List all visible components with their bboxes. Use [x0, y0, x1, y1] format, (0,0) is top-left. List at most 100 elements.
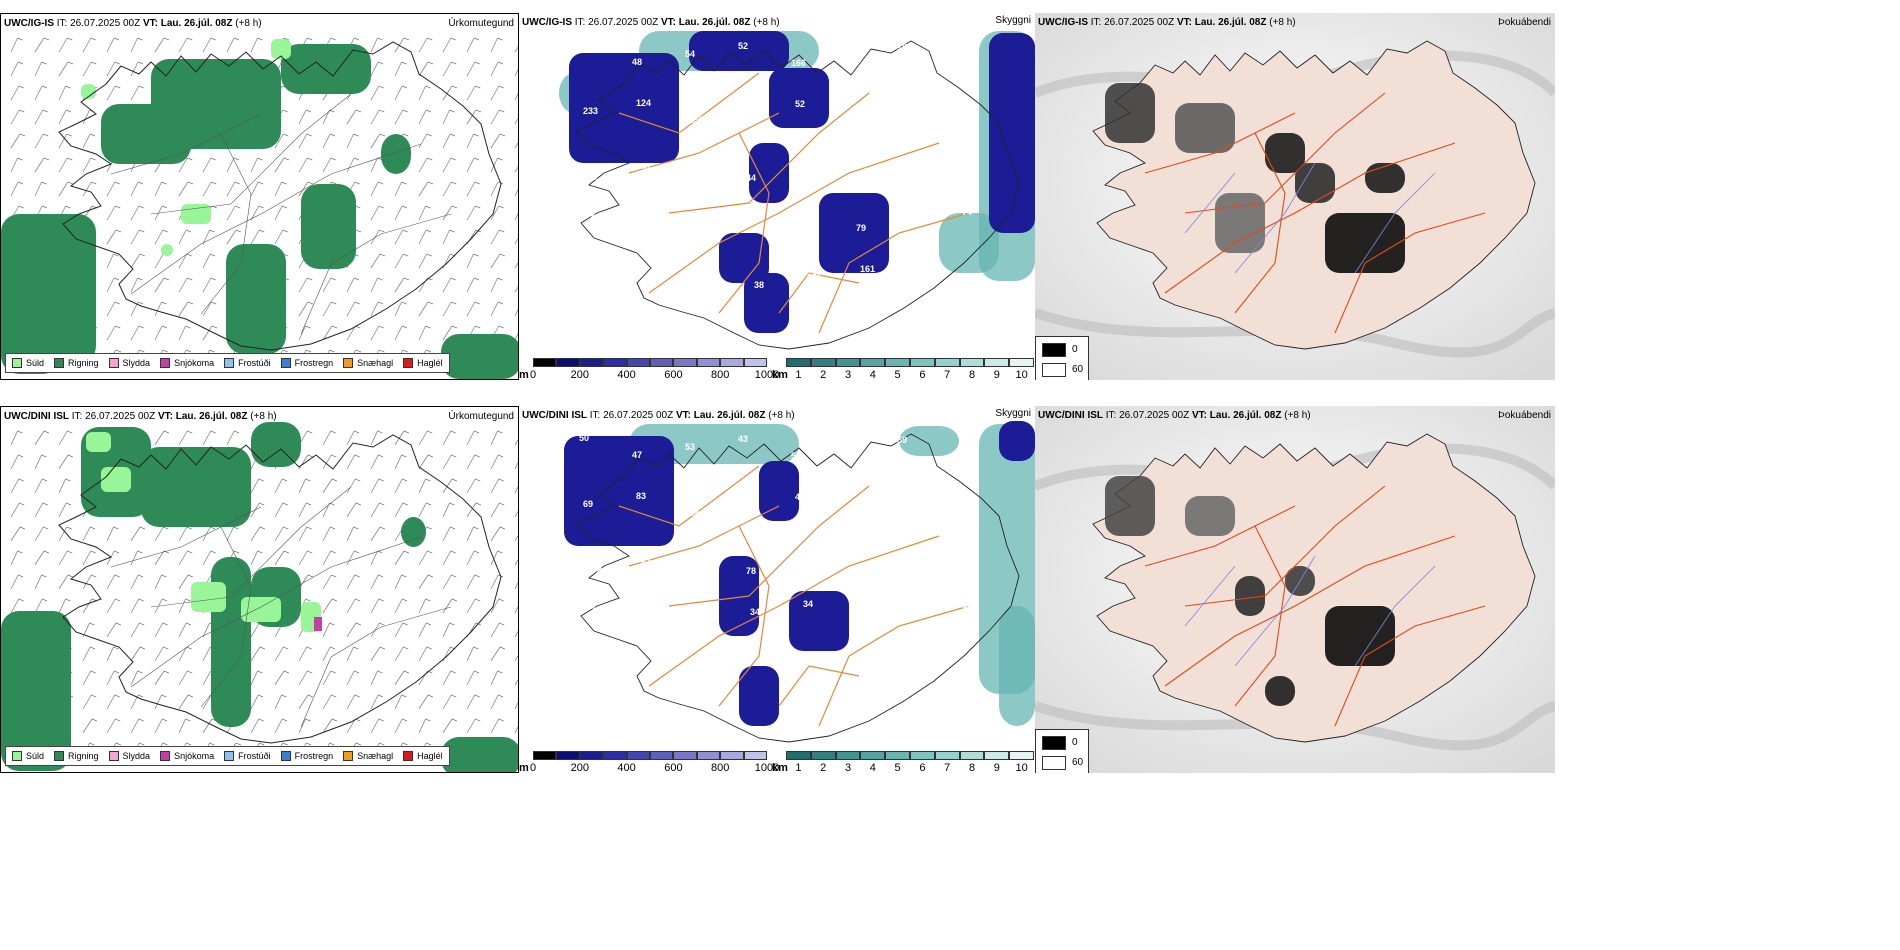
cloud-base-label: 83 — [636, 491, 646, 501]
cloud-base-label: 40 — [701, 263, 711, 273]
legend-label: Frostregn — [294, 358, 334, 368]
cloud-base-label: 16 — [644, 205, 654, 215]
cloud-base-label: 84 — [591, 213, 601, 223]
cloud-base-label: 78 — [746, 566, 756, 576]
visibility-colorbar: km 1 2 3 4 5 6 7 8 9 10 — [772, 358, 1034, 380]
colorbar-segment — [626, 751, 650, 760]
colorbar-segment — [860, 358, 886, 367]
cloud-base-label: 262 — [848, 509, 863, 519]
colorbar-segment — [786, 751, 811, 760]
legend-swatch — [224, 751, 235, 761]
panel-title: Skyggni — [995, 408, 1031, 419]
cloud-base-label: 227 — [844, 50, 859, 60]
legend-label: Snjókoma — [174, 358, 215, 368]
cloud-base-label: 50 — [579, 433, 589, 443]
colorbar-tick: 600 — [664, 369, 683, 380]
colorbar-tick: 800 — [711, 369, 730, 380]
cloud-base-label: 228 — [954, 493, 969, 503]
panel-header: UWC/DINI ISL IT: 26.07.2025 00Z VT: Lau.… — [1038, 410, 1311, 421]
colorbar-segment — [626, 358, 650, 367]
colorbar-segment — [556, 751, 580, 760]
cloud-base-label: 159 — [689, 115, 704, 125]
colorbar-segment — [959, 358, 985, 367]
fog-legend-high-swatch — [1042, 343, 1066, 357]
colorbar-segment — [673, 358, 697, 367]
precip-map — [1, 422, 518, 772]
fog-legend-low-swatch — [1042, 756, 1066, 770]
legend-swatch — [280, 751, 291, 761]
cloud-base-label: 48 — [632, 57, 642, 67]
cloud-base-label: 54 — [685, 49, 695, 59]
legend-swatch — [403, 358, 414, 368]
legend-swatch — [280, 358, 291, 368]
legend-item: Súld — [12, 751, 44, 761]
legend-label: Súld — [26, 751, 45, 761]
colorbar-tick: 4 — [869, 762, 876, 773]
legend-swatch — [54, 358, 65, 368]
visibility-map: 50 47 53 43 58 81 59 50 69 83 42 45 44 262 243 228 178 92… — [564, 421, 1035, 743]
fog-legend: 0 60 — [1035, 729, 1089, 773]
colorbar-tick: 2 — [820, 369, 827, 380]
cloud-base-label: 43 — [738, 434, 748, 444]
cloud-base-label: 92 — [640, 557, 650, 567]
cloud-base-label: 44 — [795, 492, 805, 502]
legend-label: Snæhagl — [357, 751, 394, 761]
colorbar-segment — [984, 751, 1010, 760]
legend-label: Rigning — [68, 358, 99, 368]
legend-label: Frostúði — [238, 358, 271, 368]
colorbar-tick: 7 — [944, 762, 951, 773]
panel-header: UWC/IG-IS IT: 26.07.2025 00Z VT: Lau. 26… — [1038, 17, 1296, 28]
cloud-base-label: 59 — [640, 164, 650, 174]
colorbar-unit: km — [772, 369, 788, 380]
cloud-base-label: 169 — [950, 59, 965, 69]
cloud-base-label: 59 — [897, 435, 907, 445]
colorbar-tick: 3 — [844, 369, 852, 380]
legend-item: Frostúði — [224, 358, 271, 368]
fog-legend-low-swatch — [1042, 363, 1066, 377]
colorbar-segment — [533, 358, 557, 367]
legend-item: Haglél — [403, 751, 443, 761]
colorbar-tick: 400 — [617, 762, 636, 773]
colorbar-segment — [934, 358, 960, 367]
cloud-base-label: 51 — [697, 222, 707, 232]
legend-item: Rigning — [54, 751, 99, 761]
legend-swatch — [160, 751, 171, 761]
legend-swatch — [343, 751, 354, 761]
legend-label: Slydda — [122, 751, 151, 761]
colorbar-tick: 1 — [795, 369, 802, 380]
visibility-panel-dini: UWC/DINI ISL IT: 26.07.2025 00Z VT: Lau.… — [519, 406, 1035, 773]
precip-type-panel-igis: UWC/IG-IS IT: 26.07.2025 00Z VT: Lau. 26… — [0, 13, 519, 380]
colorbar-tick: 8 — [968, 762, 976, 773]
cloud-base-label: 38 — [754, 280, 764, 290]
colorbar-tick: 0 — [529, 369, 537, 380]
colorbar-segment — [1009, 358, 1034, 367]
fog-legend-high-swatch — [1042, 736, 1066, 750]
legend-swatch — [12, 358, 22, 368]
panel-header: UWC/IG-IS IT: 26.07.2025 00Z VT: Lau. 26… — [4, 18, 262, 29]
legend-item: Snjókoma — [160, 751, 214, 761]
cloud-base-label: 34 — [595, 279, 605, 289]
colorbar-tick: 5 — [894, 762, 901, 773]
colorbar-segment — [835, 751, 861, 760]
cloud-base-label: 243 — [901, 501, 916, 511]
colorbar-tick: 8 — [968, 369, 976, 380]
cloud-base-label: 41 — [742, 107, 752, 117]
colorbar-tick: 800 — [711, 762, 730, 773]
cloud-base-label: 96 — [905, 174, 915, 184]
colorbar-tick: 4 — [869, 369, 876, 380]
colorbar-tick: 10 — [1015, 762, 1028, 773]
colorbar-segment — [720, 751, 744, 760]
cloud-base-label: 34 — [803, 599, 813, 609]
colorbar-segment — [934, 751, 960, 760]
colorbar-segment — [579, 358, 604, 367]
cloudbase-colorbar: m 0 200 400 600 800 1000 — [519, 751, 779, 773]
fog-legend: 0 60 — [1035, 336, 1089, 380]
cloud-base-label: 92 — [693, 549, 703, 559]
cloud-base-label: 45 — [742, 500, 752, 510]
cloud-base-label: 40 — [799, 165, 809, 175]
cloud-base-label: 80 — [958, 166, 968, 176]
cloud-base-label: 81 — [844, 443, 854, 453]
cloud-base-label: 50 — [950, 452, 960, 462]
fog-legend-high-label: 0 — [1072, 737, 1078, 748]
colorbar-tick: 5 — [894, 369, 901, 380]
